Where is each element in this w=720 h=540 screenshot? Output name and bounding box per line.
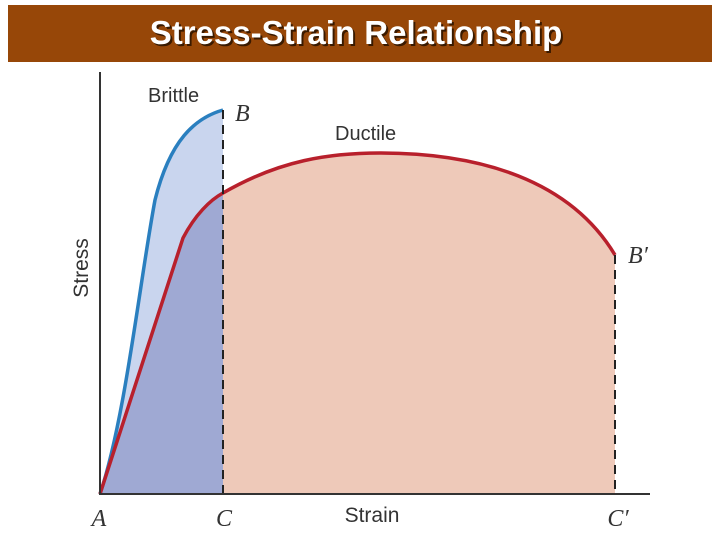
ductile-end-label: B′ — [628, 243, 649, 269]
brittle-end-label: B — [235, 101, 250, 127]
ductile-curve — [98, 151, 617, 495]
y-axis-label: Stress — [70, 238, 93, 298]
ductile-area — [100, 153, 615, 494]
title-shadow: Stress-Strain Relationship — [152, 16, 565, 53]
title: Stress-Strain Relationship — [150, 14, 563, 51]
x-axis-label: Strain — [345, 504, 400, 527]
origin-label: A — [90, 506, 107, 532]
point-c: C — [216, 506, 233, 532]
brittle-curve — [98, 108, 224, 495]
brittle-label: Brittle — [148, 85, 199, 107]
ductile-label: Ductile — [335, 123, 396, 145]
point-c-prime: C′ — [607, 506, 629, 532]
title-bar — [8, 5, 712, 62]
overlap-area — [100, 193, 223, 494]
